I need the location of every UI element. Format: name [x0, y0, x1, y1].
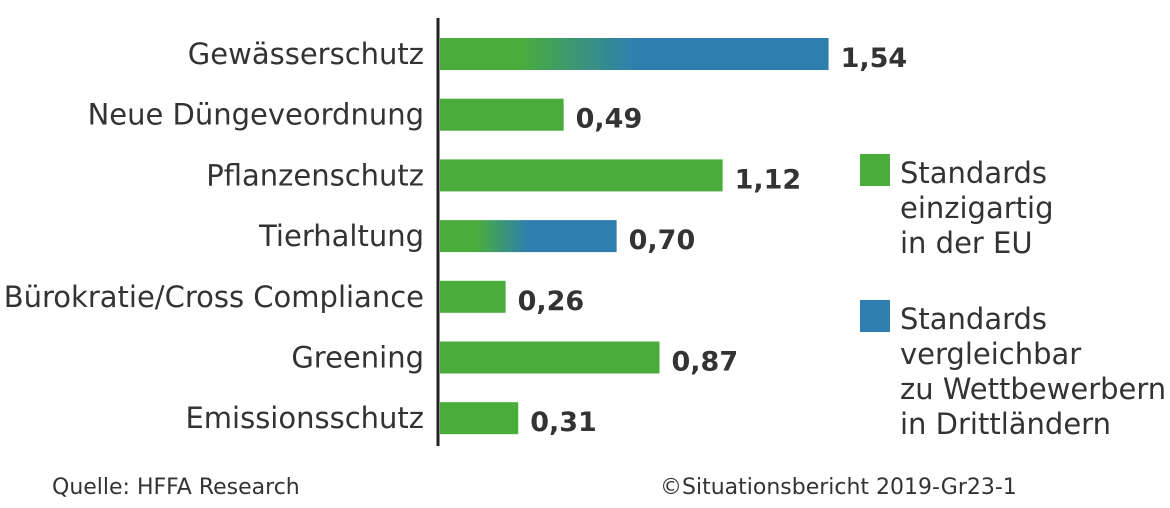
legend-label: zu Wettbewerbern: [900, 372, 1166, 406]
category-label: Bürokratie/Cross Compliance: [4, 280, 424, 314]
bar: [440, 38, 829, 70]
legend-swatch: [860, 154, 890, 186]
category-label: Greening: [291, 341, 424, 375]
data-label: 0,87: [672, 347, 739, 378]
legend-label: Standards: [900, 302, 1047, 336]
category-label: Gewässerschutz: [188, 37, 424, 71]
bar: [440, 98, 564, 131]
footer-source: Quelle: HFFA Research: [52, 475, 300, 500]
legend-label: Standards: [900, 156, 1047, 190]
footer-copyright: ©Situationsbericht 2019-Gr23-1: [660, 475, 1017, 500]
data-label: 0,70: [629, 225, 696, 256]
legend-label: in Drittländern: [900, 407, 1111, 441]
legend-swatch: [860, 300, 890, 332]
category-label: Neue Düngeveordnung: [88, 98, 424, 132]
data-label: 1,54: [841, 43, 908, 74]
data-label: 0,31: [530, 407, 597, 438]
bar: [440, 220, 617, 253]
bar: [440, 341, 660, 374]
data-label: 0,49: [576, 104, 643, 135]
legend-label: in der EU: [900, 226, 1033, 260]
data-label: 0,26: [518, 286, 585, 317]
data-label: 1,12: [735, 164, 802, 195]
bars-group: Gewässerschutz 1,54 Neue Düngeveordnung 0,4…: [4, 37, 907, 438]
category-label: Emissionsschutz: [185, 401, 424, 435]
category-label: Tierhaltung: [258, 219, 424, 253]
bar: [440, 280, 506, 313]
bar: [440, 159, 723, 192]
bar: [440, 402, 519, 435]
category-label: Pflanzenschutz: [206, 158, 424, 192]
legend-label: einzigartig: [900, 191, 1054, 225]
legend-label: vergleichbar: [900, 337, 1081, 371]
